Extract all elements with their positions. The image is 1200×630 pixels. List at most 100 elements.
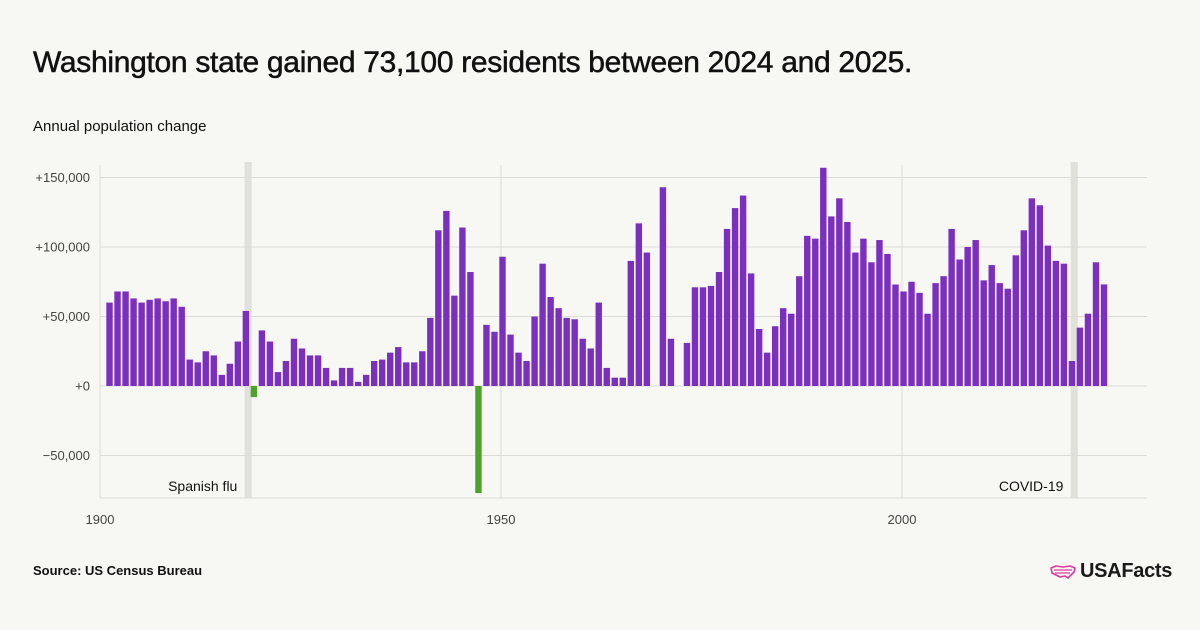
bar-1948	[483, 324, 490, 386]
bar-1922	[274, 372, 282, 386]
bar-1912	[194, 362, 201, 386]
bar-2024	[1092, 262, 1100, 386]
x-tick-label: 2000	[888, 512, 917, 527]
bar-1971	[667, 338, 675, 386]
bar-1983	[763, 352, 771, 386]
bar-1923	[282, 360, 290, 386]
bar-1919	[250, 386, 258, 398]
bar-1985	[780, 308, 787, 386]
bar-1913	[202, 351, 209, 386]
bar-1937	[395, 347, 402, 386]
bar-1988	[804, 235, 811, 386]
chart-title: Washington state gained 73,100 residents…	[33, 46, 913, 80]
bar-1982	[755, 329, 763, 386]
bar-1920	[258, 330, 266, 386]
bar-1991	[828, 216, 835, 386]
bar-1914	[210, 355, 217, 386]
bar-1996	[868, 262, 875, 386]
bar-1995	[860, 238, 867, 386]
bar-2016	[1028, 198, 1036, 386]
y-tick-label: +50,000	[43, 309, 90, 324]
bar-1977	[715, 272, 723, 386]
usafacts-logo[interactable]: USAFacts	[1050, 560, 1172, 583]
bar-2007	[956, 259, 963, 386]
bar-2019	[1052, 260, 1060, 386]
bar-1927	[314, 355, 322, 386]
bar-2009	[972, 240, 979, 386]
bar-2023	[1084, 313, 1092, 386]
bar-2020	[1060, 263, 1068, 386]
bar-1967	[635, 223, 643, 386]
bar-2001	[908, 281, 915, 386]
bar-1928	[322, 367, 330, 386]
bar-1930	[338, 367, 346, 386]
bar-1953	[523, 360, 530, 386]
bar-1918	[242, 310, 250, 386]
bar-1909	[170, 298, 177, 386]
bar-1906	[146, 299, 153, 386]
bar-1940	[419, 351, 426, 386]
y-tick-label: +0	[75, 379, 90, 394]
bar-1964	[611, 377, 618, 386]
bar-1901	[106, 302, 113, 386]
bar-1911	[186, 359, 193, 386]
bar-1968	[643, 252, 651, 386]
bar-1917	[234, 341, 242, 386]
bar-2021	[1068, 360, 1076, 386]
x-tick-label: 1900	[86, 512, 115, 527]
bar-1997	[876, 240, 883, 386]
bar-1910	[178, 306, 185, 386]
bar-1932	[354, 381, 362, 386]
bar-1926	[306, 355, 314, 386]
bar-1975	[699, 287, 707, 386]
bar-1965	[619, 377, 626, 386]
source-note: Source: US Census Bureau	[33, 563, 203, 578]
bar-1931	[346, 367, 354, 386]
bar-1981	[747, 273, 755, 386]
bar-1936	[387, 352, 394, 386]
bar-1902	[114, 291, 121, 386]
bar-1993	[844, 221, 851, 386]
bar-1935	[379, 359, 386, 386]
bar-1947	[475, 386, 482, 494]
bar-1970	[659, 187, 667, 386]
bar-1973	[683, 342, 691, 386]
bar-1903	[122, 291, 129, 386]
bar-1943	[443, 210, 450, 386]
bar-1950	[499, 256, 506, 386]
bar-2000	[900, 291, 907, 386]
bar-2004	[932, 283, 939, 386]
y-tick-label: −50,000	[43, 448, 90, 463]
annotation-label: COVID-19	[999, 478, 1064, 494]
bar-2013	[1004, 288, 1011, 386]
bar-1938	[403, 362, 410, 386]
bar-1980	[739, 195, 747, 386]
bar-1984	[771, 326, 779, 386]
bar-1924	[290, 338, 298, 386]
bar-1986	[788, 313, 795, 386]
bar-1934	[370, 360, 378, 386]
bar-1908	[162, 301, 169, 386]
bar-2015	[1020, 230, 1027, 386]
bar-1939	[411, 362, 418, 386]
bar-1956	[547, 297, 554, 386]
bar-2012	[996, 283, 1003, 386]
bar-1962	[595, 302, 602, 386]
bar-1958	[563, 317, 570, 386]
bar-1990	[820, 167, 827, 386]
bar-2002	[916, 292, 923, 386]
bar-1979	[731, 208, 739, 386]
us-map-logo-icon	[1050, 564, 1076, 579]
bar-2017	[1036, 205, 1044, 386]
bar-1904	[130, 298, 137, 386]
chart-subtitle: Annual population change	[33, 118, 207, 135]
bar-1941	[427, 317, 434, 386]
bar-2008	[964, 247, 971, 386]
bar-1915	[218, 374, 225, 386]
bar-1966	[627, 260, 635, 386]
logo-text: USAFacts	[1080, 560, 1173, 582]
bar-2018	[1044, 245, 1052, 386]
bar-1960	[579, 338, 586, 386]
bar-1942	[435, 230, 442, 386]
